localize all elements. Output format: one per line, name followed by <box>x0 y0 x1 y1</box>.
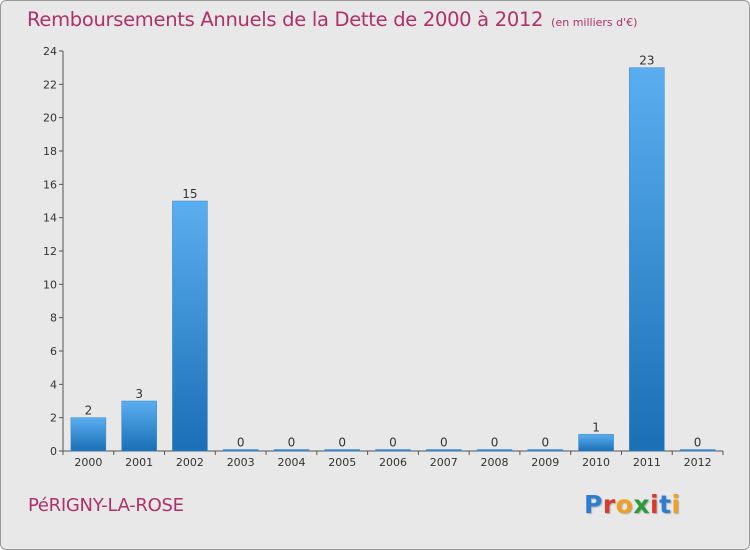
data-label-2008: 0 <box>491 436 499 450</box>
logo-letter: i <box>650 490 660 519</box>
x-tick-label: 2001 <box>125 456 153 469</box>
data-label-2007: 0 <box>440 436 448 450</box>
bar-2009 <box>527 449 564 452</box>
bar-2002 <box>172 200 208 452</box>
y-tick-label: 20 <box>43 112 57 125</box>
y-tick-label: 16 <box>43 178 57 191</box>
data-label-2012: 0 <box>694 436 702 450</box>
bar-2003 <box>222 449 259 452</box>
chart-title-text: Remboursements Annuels de la Dette de 20… <box>27 8 544 31</box>
x-tick-label: 2000 <box>74 456 102 469</box>
logo-letter: o <box>615 490 634 519</box>
data-label-2011: 23 <box>639 54 654 68</box>
x-tick-label: 2008 <box>481 456 509 469</box>
logo-letter: x <box>633 490 650 519</box>
y-tick-label: 2 <box>50 412 57 425</box>
data-label-2006: 0 <box>389 436 397 450</box>
x-tick-label: 2002 <box>176 456 204 469</box>
bar-2010 <box>578 434 614 452</box>
data-label-2000: 2 <box>85 404 93 418</box>
data-label-2010: 1 <box>592 420 600 434</box>
x-tick-label: 2004 <box>277 456 305 469</box>
x-tick-label: 2003 <box>227 456 255 469</box>
data-label-2009: 0 <box>541 436 549 450</box>
proxiti-logo: Proxiti <box>584 490 681 519</box>
y-tick-label: 12 <box>43 245 57 258</box>
logo-letter: r <box>602 490 616 519</box>
x-tick-label: 2011 <box>633 456 661 469</box>
bar-2011 <box>629 67 665 452</box>
data-label-2001: 3 <box>135 387 143 401</box>
bar-2007 <box>426 449 462 452</box>
y-tick-label: 8 <box>50 312 57 325</box>
x-tick-label: 2010 <box>582 456 610 469</box>
bar-2001 <box>121 400 157 452</box>
y-tick-label: 24 <box>43 45 57 58</box>
bar-2005 <box>324 449 360 452</box>
logo-letter: i <box>671 490 681 519</box>
chart-title: Remboursements Annuels de la Dette de 20… <box>27 8 637 31</box>
x-tick-label: 2007 <box>430 456 458 469</box>
y-tick-label: 0 <box>50 445 57 458</box>
x-tick-label: 2005 <box>328 456 356 469</box>
logo-letter: P <box>584 490 603 519</box>
x-tick-label: 2012 <box>684 456 712 469</box>
bar-2000 <box>70 417 107 452</box>
bar-2008 <box>476 449 513 452</box>
x-tick-label: 2009 <box>531 456 559 469</box>
y-tick-label: 14 <box>43 212 57 225</box>
y-tick-label: 4 <box>50 378 57 391</box>
bar-2006 <box>375 449 411 452</box>
chart-unit-label: (en milliers d'€) <box>551 16 638 29</box>
y-tick-label: 22 <box>43 78 57 91</box>
bar-2004 <box>273 449 310 452</box>
logo-letter: t <box>659 490 672 519</box>
bar-2012 <box>679 449 716 452</box>
y-tick-label: 10 <box>43 278 57 291</box>
data-label-2003: 0 <box>237 436 245 450</box>
y-tick-label: 6 <box>50 345 57 358</box>
data-label-2002: 15 <box>182 187 197 201</box>
data-label-2005: 0 <box>338 436 346 450</box>
x-tick-label: 2006 <box>379 456 407 469</box>
commune-name: PéRIGNY-LA-ROSE <box>28 495 184 516</box>
chart-bars <box>70 67 716 452</box>
data-label-2004: 0 <box>288 436 296 450</box>
y-tick-label: 18 <box>43 145 57 158</box>
